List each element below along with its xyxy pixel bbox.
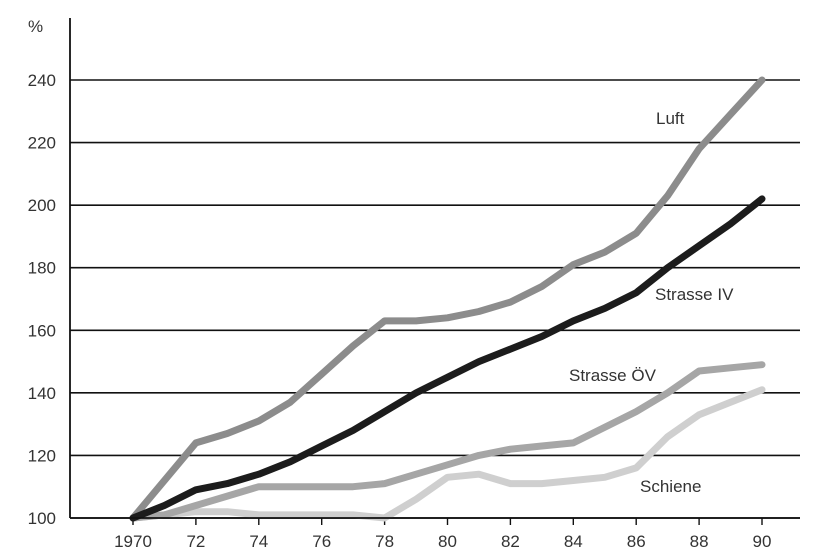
series-label-schiene: Schiene — [640, 477, 701, 496]
y-tick-label: 220 — [28, 134, 56, 153]
x-tick-label: 86 — [627, 532, 646, 551]
x-tick-label: 88 — [690, 532, 709, 551]
series-label-luft: Luft — [656, 109, 685, 128]
x-tick-label: 1970 — [114, 532, 152, 551]
axis-ticks: 100 120 140 160 180 200 220 240 1970 72 74 76 78 80 82… — [28, 71, 772, 551]
y-tick-label: 160 — [28, 321, 56, 340]
x-tick-label: 72 — [186, 532, 205, 551]
x-tick-label: 76 — [312, 532, 331, 551]
y-tick-label: 120 — [28, 446, 56, 465]
series-line-luft — [129, 76, 766, 522]
axes — [69, 18, 800, 519]
x-tick-label: 90 — [753, 532, 772, 551]
series-line-strasse-v — [129, 361, 766, 522]
y-tick-label: 100 — [28, 509, 56, 528]
y-axis-label: % — [28, 17, 43, 36]
series-label-strasse-ov: Strasse ÖV — [569, 366, 657, 385]
series-lines — [129, 76, 766, 522]
y-tick-label: 180 — [28, 259, 56, 278]
y-tick-label: 140 — [28, 384, 56, 403]
y-tick-label: 200 — [28, 196, 56, 215]
series-line-schiene — [129, 386, 766, 522]
x-tick-label: 74 — [249, 532, 268, 551]
x-tick-label: 78 — [375, 532, 394, 551]
gridlines — [70, 79, 800, 519]
y-tick-label: 240 — [28, 71, 56, 90]
x-tick-label: 84 — [564, 532, 583, 551]
x-tick-label: 80 — [438, 532, 457, 551]
x-tick-label: 82 — [501, 532, 520, 551]
series-label-strasse-iv: Strasse IV — [655, 285, 734, 304]
series-line-strasse-iv — [129, 195, 766, 522]
